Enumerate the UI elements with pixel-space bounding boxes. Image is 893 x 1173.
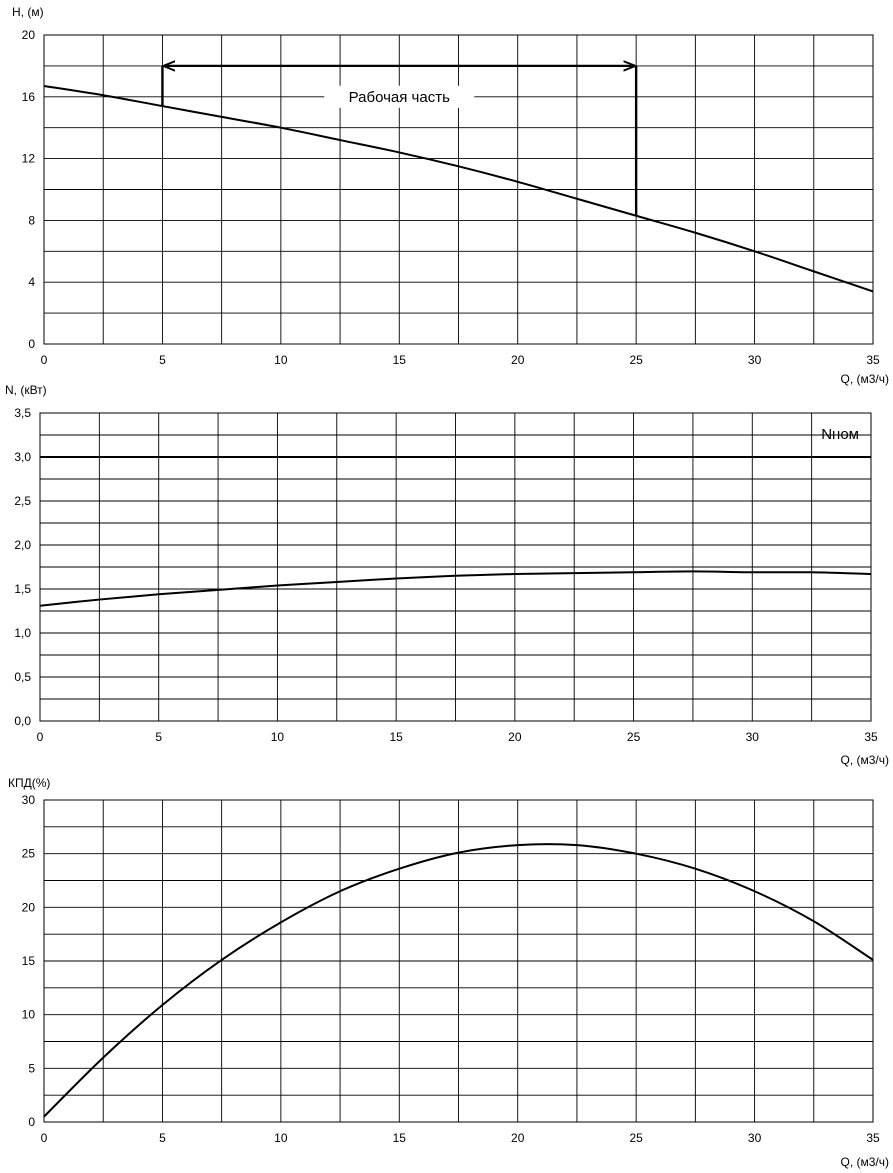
x-tick-label: 0	[41, 353, 48, 367]
y-tick-label: 30	[22, 793, 36, 807]
y-tick-label: 1,0	[14, 626, 31, 640]
y-tick-label: 4	[28, 275, 35, 289]
x-tick-label: 30	[748, 353, 762, 367]
plot-frame	[43, 799, 874, 1123]
x-tick-label: 15	[389, 730, 403, 744]
x-tick-label: 20	[508, 730, 522, 744]
working-range-label-bg	[324, 85, 475, 108]
x-tick-label: 10	[274, 1131, 288, 1145]
y-tick-label: 25	[22, 847, 36, 861]
y-tick-label: 8	[28, 213, 35, 227]
y-tick-label: 1,5	[14, 582, 31, 596]
chart-3: 0 5 10 15 20 25 30 35 0 5 10 15 20 25 30 КПД(%) Q, (м3/ч…	[8, 776, 889, 1169]
y-tick-label: 20	[22, 900, 36, 914]
x-tick-label: 5	[155, 730, 162, 744]
y-axis-label: H, (м)	[12, 5, 44, 19]
y-tick-label: 15	[22, 954, 36, 968]
x-tick-label: 35	[866, 353, 880, 367]
plot-frame	[43, 34, 874, 345]
x-tick-label: 25	[627, 730, 641, 744]
y-tick-label: 0	[28, 1115, 35, 1129]
y-axis-label: КПД(%)	[8, 776, 50, 790]
x-tick-label: 0	[41, 1131, 48, 1145]
y-tick-label: 10	[22, 1008, 36, 1022]
x-tick-label: 35	[864, 730, 878, 744]
x-tick-label: 20	[511, 353, 525, 367]
chart-1: 0 5 10 15 20 25 30 35 0 4 8 12 16 20 H, (м) Q, (м3/ч) Ра…	[12, 5, 889, 386]
working-range-label: Рабочая часть	[349, 89, 450, 106]
chart-2: 0 5 10 15 20 25 30 35 0,0 0,5 1,0 1,5 2,0 2,5 3,0 3,5 N,…	[5, 383, 889, 767]
y-tick-label: 0,0	[14, 714, 31, 728]
series-line	[43, 843, 874, 1118]
y-tick-label: 5	[28, 1061, 35, 1075]
reference-line-label: Nном	[821, 426, 859, 443]
series-line	[43, 85, 874, 293]
x-tick-label: 15	[393, 353, 407, 367]
y-axis-label: N, (кВт)	[5, 383, 47, 397]
x-tick-label: 10	[274, 353, 288, 367]
x-tick-label: 30	[746, 730, 760, 744]
x-tick-label: 0	[37, 730, 44, 744]
y-tick-label: 16	[22, 90, 36, 104]
plot-frame	[39, 412, 872, 722]
y-tick-label: 3,0	[14, 450, 31, 464]
y-tick-label: 3,5	[14, 406, 31, 420]
y-tick-label: 2,5	[14, 494, 31, 508]
x-tick-label: 20	[511, 1131, 525, 1145]
x-axis-label: Q, (м3/ч)	[840, 753, 889, 767]
x-tick-label: 25	[629, 353, 643, 367]
y-tick-label: 0,5	[14, 670, 31, 684]
x-tick-label: 30	[748, 1131, 762, 1145]
y-tick-label: 20	[22, 28, 36, 42]
x-tick-label: 5	[159, 353, 166, 367]
series-line	[39, 570, 872, 607]
x-tick-label: 5	[159, 1131, 166, 1145]
x-tick-label: 35	[866, 1131, 880, 1145]
x-tick-label: 15	[393, 1131, 407, 1145]
x-tick-label: 25	[629, 1131, 643, 1145]
x-axis-label: Q, (м3/ч)	[840, 1155, 889, 1169]
y-tick-label: 0	[28, 337, 35, 351]
y-tick-label: 2,0	[14, 538, 31, 552]
x-tick-label: 10	[271, 730, 285, 744]
x-axis-label: Q, (м3/ч)	[840, 372, 889, 386]
y-tick-label: 12	[22, 152, 36, 166]
